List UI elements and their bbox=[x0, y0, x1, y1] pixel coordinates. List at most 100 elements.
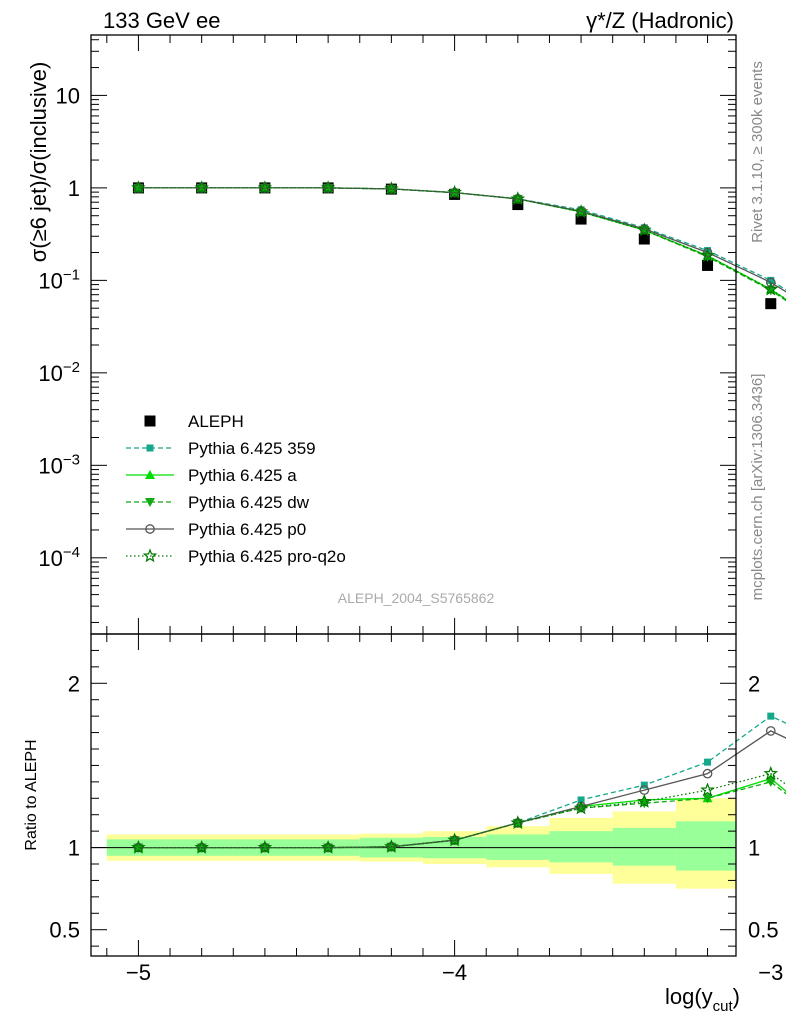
ratio-point-0-9 bbox=[704, 758, 712, 766]
legend: ALEPH Pythia 6.425 359 Pythia 6.425 a Pythi… bbox=[126, 412, 346, 566]
band-green-8 bbox=[612, 827, 676, 866]
x-axis-label: log(ycut) bbox=[665, 984, 740, 1015]
legend-label-5: Pythia 6.425 pro-q2o bbox=[188, 547, 346, 566]
main-point-1-10 bbox=[767, 276, 775, 284]
main-point-0-8 bbox=[638, 233, 650, 245]
main-point-0-6 bbox=[512, 199, 524, 211]
ratio-frame bbox=[90, 633, 737, 957]
legend-entry-3: Pythia 6.425 dw bbox=[126, 493, 310, 512]
main-point-5-3 bbox=[320, 180, 336, 195]
ratio-point-2-10 bbox=[765, 777, 776, 787]
header-right: γ*/Z (Hadronic) bbox=[586, 8, 734, 33]
legend-entry-1: Pythia 6.425 359 bbox=[126, 439, 316, 458]
mcplots-label: mcplots.cern.ch [arXiv:1306.3436] bbox=[749, 374, 766, 601]
legend-entry-4: Pythia 6.425 p0 bbox=[126, 520, 306, 539]
main-point-5-2 bbox=[257, 180, 273, 195]
ratio-y-tick-label-right: 0.5 bbox=[748, 918, 779, 943]
main-x-ticks bbox=[106, 35, 709, 634]
ratio-point-2-9 bbox=[702, 794, 713, 804]
ratio-series-4 bbox=[131, 765, 786, 854]
band-green-7 bbox=[549, 831, 613, 863]
main-point-5-0 bbox=[131, 180, 146, 195]
x-axis-label-base: log(y bbox=[665, 984, 713, 1009]
ratio-series-line-3 bbox=[138, 730, 786, 849]
legend-entry-5: Pythia 6.425 pro-q2o bbox=[126, 547, 346, 566]
rivet-label: Rivet 3.1.10, ≥ 300k events bbox=[749, 61, 766, 243]
main-point-5-10 bbox=[763, 281, 779, 296]
main-y-tick-label: 1 bbox=[68, 176, 80, 201]
x-tick-label: −3 bbox=[758, 960, 783, 985]
watermark: ALEPH_2004_S5765862 bbox=[338, 590, 495, 606]
band-green-9 bbox=[675, 821, 736, 871]
legend-marker-4 bbox=[145, 524, 155, 534]
main-series-5 bbox=[131, 180, 786, 300]
x-axis-label-sub: cut bbox=[713, 998, 734, 1015]
main-y-label: σ(≥6 jet)/σ(inclusive) bbox=[26, 62, 51, 263]
legend-entry-0: ALEPH bbox=[144, 412, 244, 431]
main-point-5-6 bbox=[510, 191, 526, 206]
ratio-panel: 0.5 0.5 1 1 2 2 −5 −4 −3 Ratio to ALEPH log(ycu… bbox=[23, 633, 786, 1015]
legend-label-2: Pythia 6.425 a bbox=[188, 466, 297, 485]
ratio-point-4-5 bbox=[447, 832, 462, 847]
main-panel: 10 1 10−1 10−2 10−3 10−4 σ(≥6 jet)/σ(inclusiv… bbox=[26, 34, 786, 635]
main-y-tick-label: 10−2 bbox=[38, 359, 80, 386]
main-series-line-4 bbox=[138, 187, 786, 293]
legend-marker-5 bbox=[142, 548, 158, 563]
legend-marker-0 bbox=[144, 415, 156, 427]
ratio-point-0-8 bbox=[640, 781, 648, 789]
ratio-y-tick-label-right: 1 bbox=[748, 836, 760, 861]
x-axis-label-close: ) bbox=[733, 984, 740, 1009]
main-point-3-10 bbox=[765, 286, 776, 296]
main-point-5-4 bbox=[384, 181, 399, 196]
ratio-point-4-4 bbox=[384, 839, 399, 853]
main-point-5-9 bbox=[700, 248, 715, 262]
ratio-point-4-10 bbox=[763, 765, 779, 780]
ratio-point-4-2 bbox=[257, 839, 273, 854]
ratio-y-tick-label: 1 bbox=[68, 836, 80, 861]
main-point-5-1 bbox=[194, 180, 209, 195]
main-series bbox=[131, 180, 786, 310]
header-left: 133 GeV ee bbox=[103, 8, 220, 33]
ratio-y-tick-label: 2 bbox=[68, 671, 80, 696]
main-point-4-10 bbox=[765, 277, 776, 288]
main-series-line-5 bbox=[138, 187, 786, 300]
ratio-y-label: Ratio to ALEPH bbox=[23, 739, 40, 850]
main-point-5-7 bbox=[573, 204, 589, 219]
ratio-point-4-8 bbox=[637, 793, 652, 808]
ratio-point-4-1 bbox=[194, 839, 209, 854]
x-axis: −5 −4 −3 bbox=[106, 634, 783, 985]
legend-marker-3 bbox=[145, 498, 155, 507]
ratio-point-0-10 bbox=[767, 712, 775, 720]
legend-marker-2 bbox=[145, 470, 155, 479]
legend-label-1: Pythia 6.425 359 bbox=[188, 439, 316, 458]
legend-label-3: Pythia 6.425 dw bbox=[188, 493, 310, 512]
ratio-point-4-3 bbox=[320, 839, 336, 854]
main-y-axis: 10 1 10−1 10−2 10−3 10−4 bbox=[38, 39, 736, 623]
ratio-point-4-0 bbox=[131, 839, 146, 854]
main-y-tick-label: 10−1 bbox=[38, 266, 80, 293]
ratio-series bbox=[131, 712, 786, 854]
ratio-point-4-6 bbox=[510, 815, 526, 830]
legend-label-0: ALEPH bbox=[188, 412, 244, 431]
main-point-0-10 bbox=[765, 298, 777, 310]
ratio-y-tick-label: 0.5 bbox=[49, 918, 80, 943]
legend-marker-1 bbox=[146, 444, 154, 452]
legend-entry-2: Pythia 6.425 a bbox=[126, 466, 297, 485]
main-y-tick-label: 10−3 bbox=[38, 451, 80, 478]
ratio-point-0-7 bbox=[577, 796, 585, 804]
ratio-point-4-9 bbox=[700, 782, 715, 797]
main-point-5-8 bbox=[637, 222, 652, 237]
legend-label-4: Pythia 6.425 p0 bbox=[188, 520, 306, 539]
main-frame bbox=[90, 34, 737, 635]
ratio-point-3-9 bbox=[702, 768, 713, 779]
ratio-point-4-7 bbox=[573, 800, 589, 815]
main-y-tick-label: 10−4 bbox=[38, 544, 80, 571]
ratio-y-axis: 0.5 0.5 1 1 2 2 bbox=[49, 649, 779, 947]
x-tick-label: −4 bbox=[442, 960, 467, 985]
main-point-5-5 bbox=[447, 184, 462, 199]
x-tick-label: −5 bbox=[126, 960, 151, 985]
ratio-y-tick-label-right: 2 bbox=[748, 671, 760, 696]
main-point-0-7 bbox=[575, 213, 587, 225]
main-y-tick-label: 10 bbox=[56, 83, 80, 108]
